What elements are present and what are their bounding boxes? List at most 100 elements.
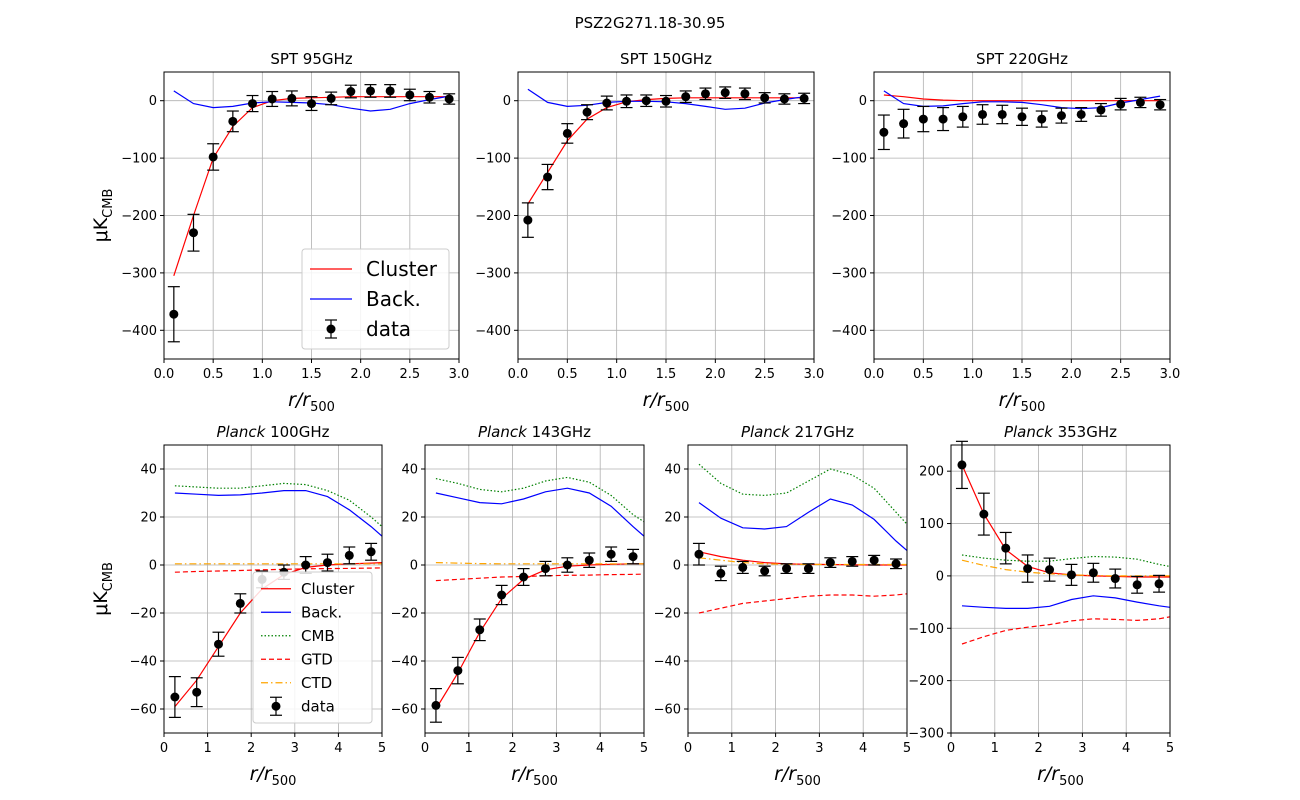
x-tick-label: 3	[815, 741, 823, 756]
data-marker	[716, 568, 726, 578]
legend-entry: Cluster	[310, 257, 438, 281]
data-marker	[1135, 97, 1145, 107]
data-marker	[1045, 565, 1055, 575]
x-axis-label: r/r500	[250, 763, 297, 789]
data-point	[846, 555, 859, 567]
y-tick-label: 0	[503, 94, 511, 109]
data-marker	[1096, 105, 1106, 115]
data-point	[423, 90, 436, 104]
y-tick-label: −100	[831, 152, 867, 167]
data-marker	[326, 93, 336, 103]
y-tick-label: −20	[391, 607, 418, 622]
y-tick-label: −40	[130, 655, 157, 670]
data-points	[521, 86, 811, 238]
panel-title: Planck 353GHz	[1004, 423, 1117, 441]
data-point	[364, 84, 377, 98]
data-marker	[622, 96, 632, 106]
data-point	[999, 531, 1012, 565]
data-point	[824, 557, 837, 569]
data-marker	[543, 172, 553, 182]
data-marker	[694, 549, 704, 559]
y-tick-label: −200	[121, 209, 157, 224]
data-point	[780, 563, 793, 575]
data-point	[473, 618, 486, 642]
x-axis-label: r/r500	[999, 389, 1046, 415]
y-tick-label: −60	[391, 703, 418, 718]
data-marker	[606, 549, 616, 559]
x-tick-label: 1	[728, 741, 736, 756]
y-tick-label: 0	[149, 94, 157, 109]
data-point	[539, 560, 552, 577]
x-tick-label: 2	[1034, 741, 1042, 756]
data-marker	[208, 152, 218, 162]
x-tick-label: 4	[1122, 741, 1130, 756]
data-point	[167, 286, 180, 343]
data-point	[955, 440, 968, 490]
data-point	[561, 557, 574, 573]
figure-title: PSZ2G271.18-30.95	[575, 14, 726, 32]
data-point	[1153, 574, 1166, 593]
data-point	[299, 555, 312, 575]
data-point	[1109, 568, 1122, 589]
series-gtd	[435, 573, 644, 582]
panel-4: 0 1 2 3 4 5 −60 −40 −20 0 20 40 Planck 100GHz r/r500 μ…	[90, 423, 386, 789]
legend-label: Cluster	[366, 257, 438, 281]
legend-box	[252, 571, 373, 724]
data-marker	[425, 92, 434, 102]
data-marker	[344, 550, 354, 560]
panel-7: 0 1 2 3 4 5 −300 −200 −100 0 100 200 Planck 353GHz r/…	[908, 423, 1174, 789]
data-point	[660, 94, 672, 108]
legend-label: CTD	[301, 674, 332, 692]
x-tick-label: 1.0	[606, 367, 627, 382]
series-back	[435, 487, 644, 537]
x-tick-label: 0.0	[154, 367, 175, 382]
axes-frame	[424, 444, 645, 734]
x-axis-label: r/r500	[511, 763, 558, 789]
data-point	[798, 92, 811, 105]
data-marker	[1154, 579, 1164, 589]
data-point	[321, 553, 334, 572]
data-point	[714, 565, 727, 582]
data-marker	[891, 559, 901, 569]
x-tick-label: 2	[771, 741, 779, 756]
legend: Cluster Back. data	[301, 248, 450, 350]
data-point	[758, 92, 771, 104]
data-point	[443, 93, 456, 105]
data-point	[234, 593, 247, 614]
data-marker	[1001, 543, 1011, 553]
data-points	[955, 440, 1166, 594]
data-point	[1035, 110, 1048, 128]
x-tick-label: 0.5	[203, 367, 224, 382]
data-point	[620, 94, 633, 109]
y-tick-label: 200	[919, 465, 944, 480]
data-point	[692, 542, 705, 566]
data-marker	[497, 590, 507, 600]
data-marker	[869, 555, 879, 565]
data-marker	[978, 109, 988, 119]
x-tick-label: 0	[421, 741, 429, 756]
data-point	[226, 110, 239, 133]
data-marker	[475, 625, 485, 635]
data-marker	[385, 86, 395, 96]
data-point	[581, 104, 594, 121]
legend-entry: Cluster	[261, 580, 355, 598]
data-marker	[582, 107, 592, 117]
x-tick-label: 0.5	[913, 367, 934, 382]
data-point	[495, 584, 508, 606]
y-tick-label: −60	[654, 703, 681, 718]
data-point	[897, 108, 910, 139]
series-gtd	[174, 567, 382, 573]
series-cmb	[174, 482, 382, 528]
panel-title: SPT 220GHz	[976, 50, 1068, 68]
x-tick-label: 1.5	[1012, 367, 1033, 382]
series-cmb	[961, 554, 1170, 568]
data-marker	[519, 572, 529, 582]
data-marker	[720, 88, 730, 98]
data-point	[266, 90, 279, 108]
series-back	[883, 90, 1161, 110]
y-tick-label: −400	[475, 324, 511, 339]
legend-entry: CTD	[261, 674, 332, 692]
data-marker	[803, 564, 813, 574]
panel-6: 0 1 2 3 4 5 −60 −40 −20 0 20 40 Planck 217GHz r/r500	[654, 423, 912, 789]
x-tick-label: 1	[991, 741, 999, 756]
